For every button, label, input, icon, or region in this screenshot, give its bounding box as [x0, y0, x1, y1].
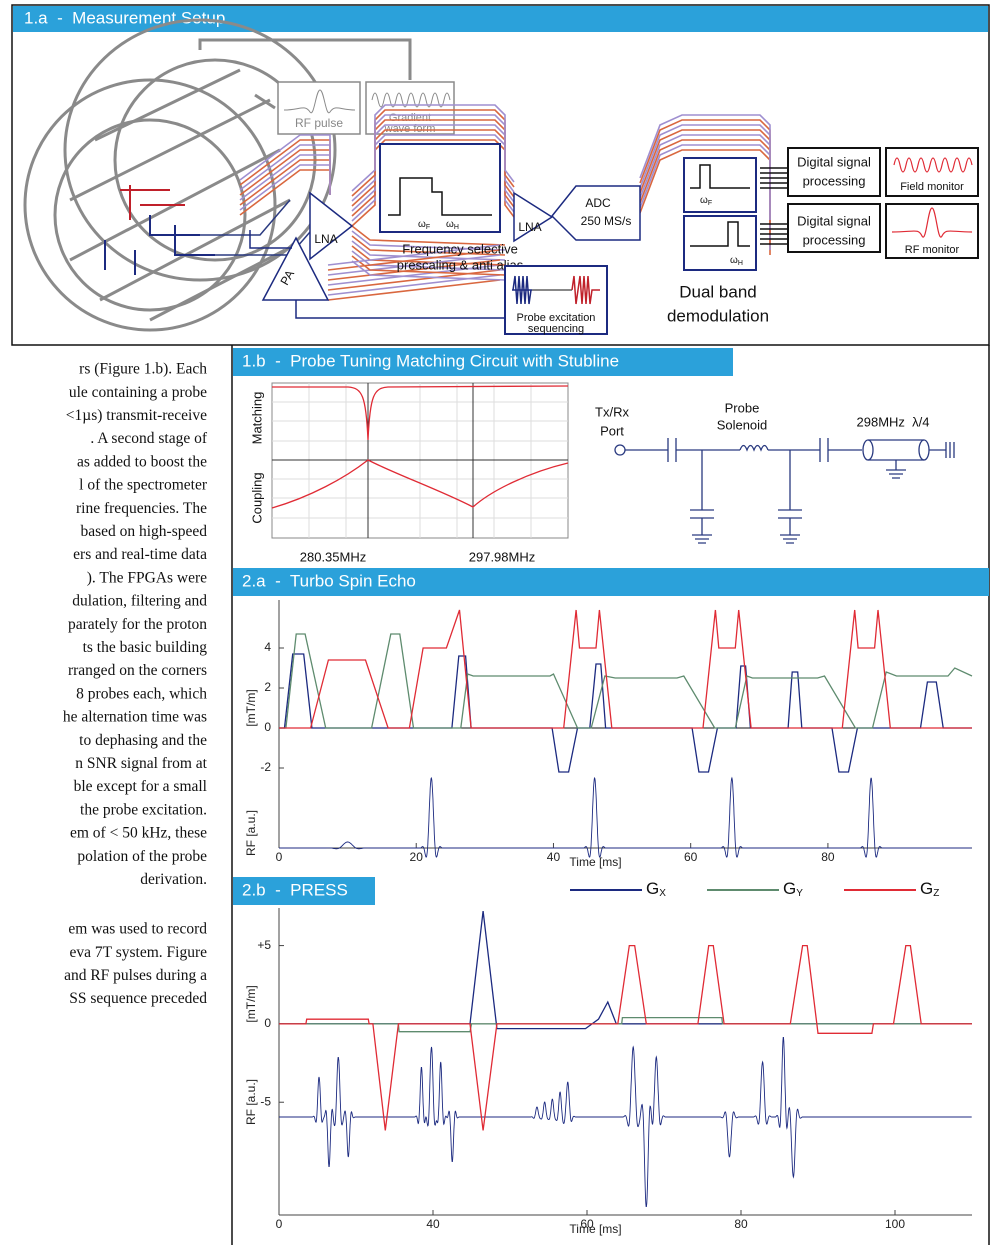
panel-title: 1.a - Measurement Setup [24, 8, 225, 27]
dsp-label: processing [803, 173, 866, 188]
filter-box [380, 144, 500, 232]
legend-name: G [783, 879, 796, 898]
circuit [615, 438, 954, 543]
body-text-line: l of the spectrometer [79, 477, 208, 494]
body-text-line: n SNR signal from at [75, 755, 207, 772]
filter-caption: Frequency selective [402, 241, 518, 256]
circuit-label: Tx/Rx [595, 404, 629, 419]
lna-label: LNA [314, 232, 337, 246]
frequency-label: 297.98MHz [469, 549, 535, 564]
body-text-line: ers and real-time data [73, 546, 207, 563]
body-text-line: derivation. [140, 871, 207, 888]
axis-label: RF [a.u.] [244, 1079, 258, 1125]
legend-sub: Y [796, 888, 803, 899]
panel-title: 2.b - PRESS [242, 880, 348, 899]
panel-title: 1.b - Probe Tuning Matching Circuit with… [242, 351, 619, 370]
demod-box [684, 216, 756, 270]
legend-sub: Z [933, 888, 939, 899]
body-text-line: as added to boost the [77, 453, 207, 470]
x-tick-label: 40 [547, 850, 561, 864]
x-tick-label: 0 [276, 1217, 283, 1231]
monitor-label: RF monitor [905, 244, 960, 256]
probe-excitation-label: sequencing [528, 323, 584, 335]
body-text-line: ). The FPGAs were [87, 569, 207, 586]
legend-name: G [920, 879, 933, 898]
x-tick-label: 20 [410, 850, 424, 864]
legend-entry: GY [783, 879, 803, 898]
axis-label: RF [a.u.] [244, 810, 258, 856]
dsp-label: Digital signal [797, 213, 871, 228]
network-analyzer-plot [272, 383, 568, 538]
body-text-line: em was used to record [68, 921, 207, 938]
axis-label: [mT/m] [244, 689, 258, 726]
body-text-line: he alternation time was [63, 709, 207, 726]
body-text-line: em of < 50 kHz, these [70, 825, 207, 842]
gradient-waveform [279, 946, 972, 1131]
axis-label: Matching [249, 392, 264, 445]
legend-entry: GX [646, 879, 666, 898]
legend-sub: X [659, 888, 666, 899]
axis-label: Time [ms] [569, 1222, 621, 1236]
x-tick-label: 80 [734, 1217, 748, 1231]
demod-caption: Dual band [679, 282, 757, 301]
x-tick-label: 80 [821, 850, 835, 864]
body-text-line: dulation, filtering and [72, 593, 207, 610]
body-text-line: to dephasing and the [79, 732, 207, 749]
monitor-label: Field monitor [900, 181, 964, 193]
body-text-line: and RF pulses during a [64, 967, 207, 984]
body-text-line: rranged on the corners [68, 662, 207, 679]
circuit-label: Solenoid [717, 417, 768, 432]
legend-name: G [646, 879, 659, 898]
panel-title: 2.a - Turbo Spin Echo [242, 571, 416, 590]
frequency-label: 280.35MHz [300, 549, 366, 564]
demod-box [684, 158, 756, 212]
axis-label: Time [ms] [569, 855, 621, 869]
rf-pulse-label: RF pulse [295, 116, 343, 130]
lna-label: LNA [518, 220, 541, 234]
body-text-line: parately for the proton [68, 616, 207, 633]
body-text: rs (Figure 1.b). Each ule containing a pr… [63, 361, 208, 1008]
legend-entry: GZ [920, 879, 939, 898]
adc-label: 250 MS/s [581, 214, 632, 228]
axis-label: [mT/m] [244, 985, 258, 1022]
circuit-label: 298MHz λ/4 [857, 414, 930, 429]
y-tick-label: +5 [257, 938, 271, 952]
rf-trace [279, 1038, 972, 1207]
body-text-line: SS sequence preceded [69, 990, 207, 1007]
gradient-waveform [279, 1018, 972, 1032]
y-tick-label: -5 [260, 1094, 271, 1108]
body-text-line: the probe excitation. [80, 801, 207, 818]
body-text-line: eva 7T system. Figure [70, 944, 208, 961]
x-tick-label: 40 [426, 1217, 440, 1231]
rf-trace [279, 778, 972, 857]
body-text-line: rine frequencies. The [76, 500, 207, 517]
y-tick-label: 2 [264, 680, 271, 694]
y-tick-label: 0 [264, 720, 271, 734]
body-text-line: ule containing a probe [69, 384, 207, 401]
y-tick-label: -2 [260, 760, 271, 774]
figure: 1.a - Measurement Setup RF pulse Gradien… [0, 0, 992, 1245]
body-text-line: <1µs) transmit-receive [66, 407, 207, 424]
body-text-line: ble except for a small [74, 778, 207, 795]
body-text-line: . A second stage of [90, 430, 207, 447]
adc-label: ADC [585, 196, 611, 210]
y-tick-label: 4 [264, 640, 271, 654]
y-tick-label: 0 [264, 1016, 271, 1030]
gradient-waveform [279, 610, 972, 728]
body-text-line: polation of the probe [77, 848, 207, 865]
body-text-line: 8 probes each, which [76, 685, 207, 702]
axis-label: Coupling [249, 472, 264, 523]
body-text-line: ts the basic building [83, 639, 208, 656]
body-text-line: based on high-speed [80, 523, 207, 540]
demod-caption: demodulation [667, 306, 769, 325]
x-tick-label: 0 [276, 850, 283, 864]
body-text-line: rs (Figure 1.b). Each [79, 361, 207, 378]
x-tick-label: 100 [885, 1217, 905, 1231]
circuit-label: Probe [725, 400, 760, 415]
circuit-label: Port [600, 423, 624, 438]
dsp-label: Digital signal [797, 154, 871, 169]
x-tick-label: 60 [684, 850, 698, 864]
dsp-label: processing [803, 232, 866, 247]
